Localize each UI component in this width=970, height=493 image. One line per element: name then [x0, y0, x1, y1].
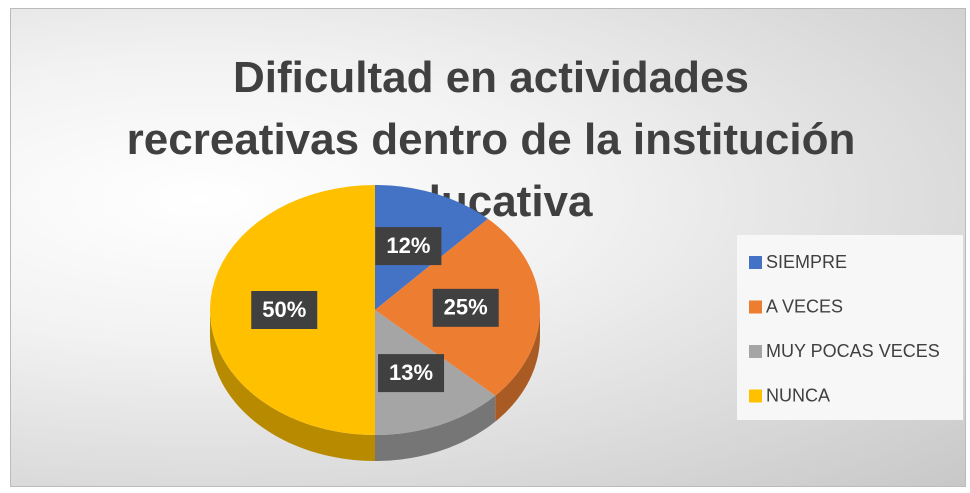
legend-swatch	[749, 345, 762, 358]
legend-label: NUNCA	[766, 385, 830, 405]
data-label: 13%	[389, 360, 433, 385]
data-label-box	[375, 227, 442, 266]
slice-side	[210, 310, 375, 461]
legend-label: A VECES	[766, 296, 843, 316]
pie-sides	[210, 310, 540, 461]
data-label: 12%	[386, 233, 430, 258]
legend-swatch	[749, 256, 762, 269]
data-label-box	[432, 288, 499, 327]
data-label-box	[251, 291, 318, 329]
legend-swatch	[749, 389, 762, 403]
pie-top	[210, 185, 540, 435]
data-label: 50%	[262, 297, 306, 322]
data-label: 25%	[444, 295, 488, 320]
slice-side	[495, 310, 540, 422]
legend-swatch	[749, 300, 762, 314]
legend-label: SIEMPRE	[766, 252, 847, 272]
legend-label: MUY POCAS VECES	[766, 341, 940, 361]
legend-box	[737, 235, 963, 420]
slice-side	[375, 395, 496, 461]
data-label-box	[378, 354, 445, 393]
